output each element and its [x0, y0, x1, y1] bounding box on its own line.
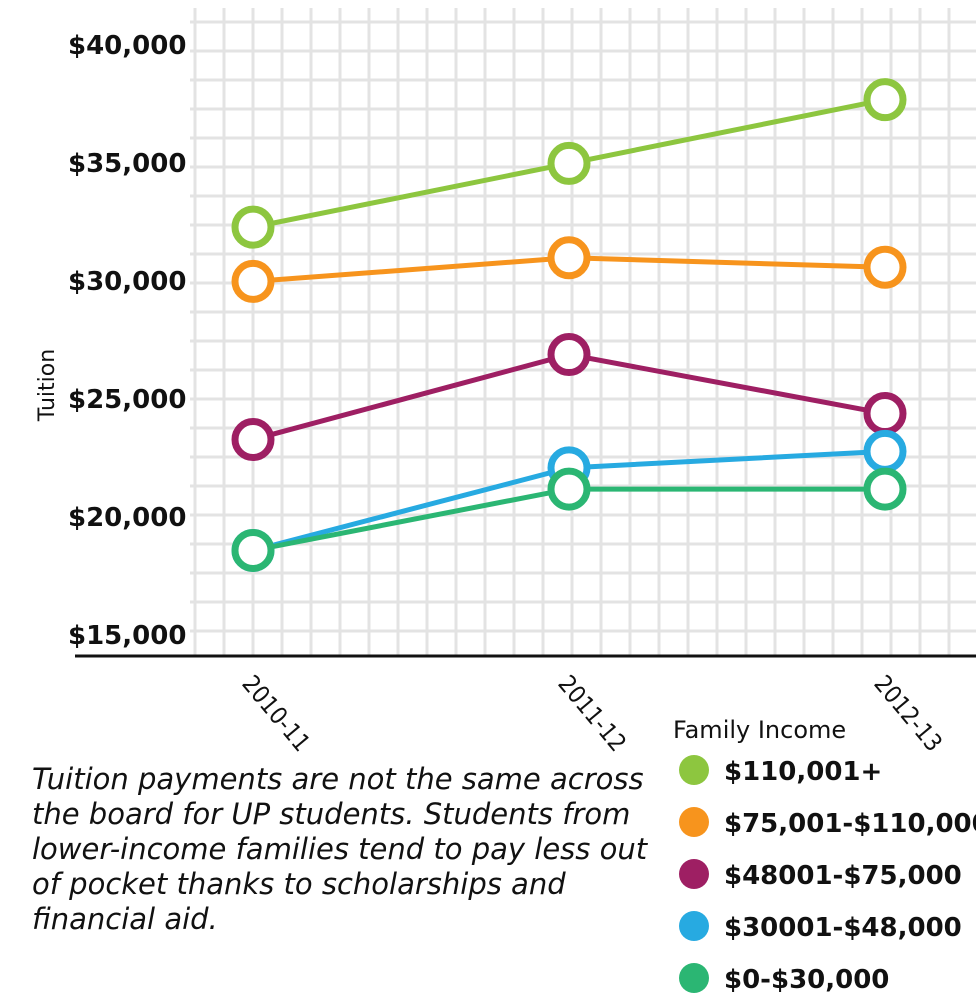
x-tick-label: 2011-12: [552, 670, 631, 757]
series-group: [231, 467, 907, 572]
legend-label: $30001-$48,000: [724, 913, 962, 943]
x-tick-label: 2012-13: [868, 670, 947, 757]
series-group: [231, 78, 907, 249]
legend: Family Income $110,001+ $75,001-$110,000 $…: [673, 716, 976, 995]
data-point: [547, 236, 591, 280]
legend-label: $0-$30,000: [724, 965, 889, 995]
legend-marker: [679, 859, 709, 889]
data-point: [231, 418, 275, 462]
series-lines: [231, 78, 907, 572]
data-point: [231, 259, 275, 303]
y-tick-label: $35,000: [68, 149, 186, 179]
series-group: [231, 333, 907, 462]
y-tick-label: $40,000: [68, 31, 186, 61]
data-point: [231, 528, 275, 572]
legend-marker: [679, 911, 709, 941]
grid: [190, 8, 976, 656]
caption: Tuition payments are not the same across…: [32, 762, 648, 936]
legend-label: $110,001+: [724, 757, 882, 787]
legend-label: $48001-$75,000: [724, 861, 962, 891]
data-point: [863, 429, 907, 473]
data-point: [547, 333, 591, 377]
data-point: [863, 467, 907, 511]
legend-label: $75,001-$110,000: [724, 809, 976, 839]
data-point: [231, 205, 275, 249]
data-point: [547, 467, 591, 511]
y-tick-label: $15,000: [68, 621, 186, 651]
legend-title: Family Income: [673, 716, 846, 744]
data-point: [863, 78, 907, 122]
legend-marker: [679, 807, 709, 837]
y-axis-label: Tuition: [35, 349, 60, 422]
data-point: [863, 245, 907, 289]
y-tick-label: $20,000: [68, 503, 186, 533]
legend-marker: [679, 963, 709, 993]
data-point: [863, 392, 907, 436]
x-tick-label: 2010-11: [236, 670, 315, 757]
y-axis-ticks: $15,000 $20,000 $25,000 $30,000 $35,000 $40,0…: [68, 31, 186, 651]
data-point: [547, 141, 591, 185]
legend-marker: [679, 755, 709, 785]
y-tick-label: $30,000: [68, 267, 186, 297]
y-tick-label: $25,000: [68, 385, 186, 415]
series-group: [231, 236, 907, 303]
